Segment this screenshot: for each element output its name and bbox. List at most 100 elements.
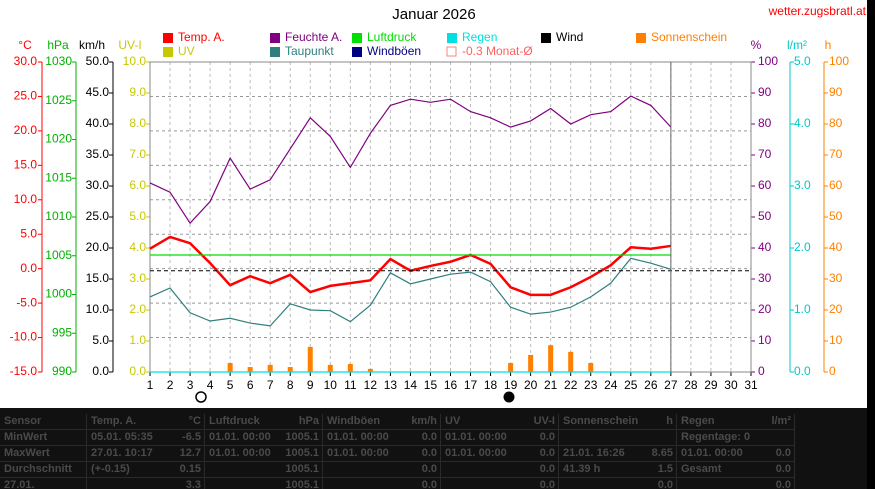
legend-label: -0.3 Monat-Ø [462,44,533,58]
y-tick-label: 1020 [45,132,72,146]
y-tick-label: 100 [829,54,849,68]
legend-swatch [352,33,362,43]
bar [508,363,514,372]
y-tick-label: 40.0 [86,116,110,130]
table-row: Durchschnitt (+-0.15) 0.15 1005.1 0.0 0.0 41.3… [0,462,867,478]
col-border [558,446,559,462]
series-line [149,257,672,327]
legend-label: Luftdruck [367,30,417,44]
y-tick-label: 20.0 [86,240,110,254]
legend-label: Windböen [367,44,421,58]
y-tick-label: 6.0 [129,178,146,192]
axis-title: km/h [79,38,105,52]
table-cell: 0.0 [775,479,791,489]
y-tick-label: 50 [829,209,843,223]
y-tick-label: 80 [758,116,772,130]
legend-label: Sonnenschein [651,30,727,44]
row-border [0,429,795,430]
table-row: Sensor Temp. A. °C Luftdruck hPa Windböen km/h… [0,414,867,430]
y-tick-label: -10.0 [10,330,38,344]
col-border [204,462,205,478]
y-tick-label: 90 [829,85,843,99]
x-tick-label: 8 [287,378,294,392]
y-tick-label: 3.0 [129,271,146,285]
y-tick-label: 30 [758,271,772,285]
y-tick-label: 5.0 [129,209,146,223]
legend-swatch [447,33,457,43]
y-tick-label: 1025 [45,93,72,107]
table-cell: hPa [298,415,319,427]
y-tick-label: 990 [52,364,72,378]
x-tick-label: 22 [564,378,578,392]
table-cell: Windböen [327,415,381,427]
x-tick-label: 18 [484,378,498,392]
col-border [204,414,205,430]
legend-swatch [541,33,551,43]
table-cell: 3.3 [185,479,201,489]
y-tick-label: 25.0 [14,89,38,103]
legend-label: Temp. A. [178,30,225,44]
row-border [0,477,795,478]
table-row: MinWert 05.01. 05:35 -6.5 01.01. 00:00 1005.… [0,430,867,446]
col-border [676,430,677,446]
y-tick-label: 40 [758,240,772,254]
table-cell: Sensor [4,415,42,427]
x-tick-label: 17 [464,378,478,392]
y-tick-label: 10 [829,333,843,347]
legend-swatch [270,33,280,43]
y-tick-label: 5.0 [794,54,811,68]
y-tick-label: 70 [758,147,772,161]
x-tick-label: 14 [404,378,418,392]
table-cell: 21.01. 16:26 [563,447,625,459]
row-border [0,445,795,446]
table-cell: MaxWert [4,447,50,459]
x-tick-label: 24 [604,378,618,392]
y-tick-label: 10.0 [123,54,147,68]
bar [247,367,253,372]
table-cell: Regen [681,415,715,427]
bar [528,354,534,372]
table-cell: 1005.1 [285,431,319,443]
y-tick-label: 5.0 [92,333,109,347]
x-tick-label: 9 [307,378,314,392]
col-border [440,478,441,489]
y-tick-label: 90 [758,85,772,99]
y-tick-label: 8.0 [129,116,146,130]
legend-swatch [163,33,173,43]
col-border [440,430,441,446]
col-border [322,414,323,430]
y-tick-label: 5.0 [20,226,37,240]
col-border [558,430,559,446]
legend-label: UV [178,44,195,58]
legend-swatch [163,47,173,57]
y-tick-label: 10.0 [86,302,110,316]
y-tick-label: 3.0 [794,178,811,192]
y-tick-label: 0 [758,364,765,378]
table-cell: MinWert [4,431,48,443]
table-cell: 41.39 h [563,463,601,475]
table-cell: 0.0 [421,431,437,443]
legend-label: Wind [556,30,583,44]
y-tick-label: 50.0 [86,54,110,68]
table-cell: 1005.1 [285,463,319,475]
table-cell: 0.0 [539,479,555,489]
col-border [676,414,677,430]
bar [307,346,313,372]
y-tick-label: 60 [758,178,772,192]
y-tick-label: 30.0 [86,178,110,192]
x-tick-label: 4 [207,378,214,392]
col-border [558,478,559,489]
y-tick-label: 35.0 [86,147,110,161]
y-tick-label: 0.0 [129,364,146,378]
table-cell: 1.5 [657,463,673,475]
bar [568,351,574,372]
y-tick-label: 0.0 [20,261,37,275]
x-tick-label: 30 [724,378,738,392]
y-tick-label: 20 [829,302,843,316]
bar [287,367,293,372]
table-cell: (+-0.15) [91,463,130,475]
table-cell: 12.7 [179,447,201,459]
table-cell: Gesamt [681,463,722,475]
table-cell: UV-I [533,415,555,427]
y-tick-label: 4.0 [794,116,811,130]
